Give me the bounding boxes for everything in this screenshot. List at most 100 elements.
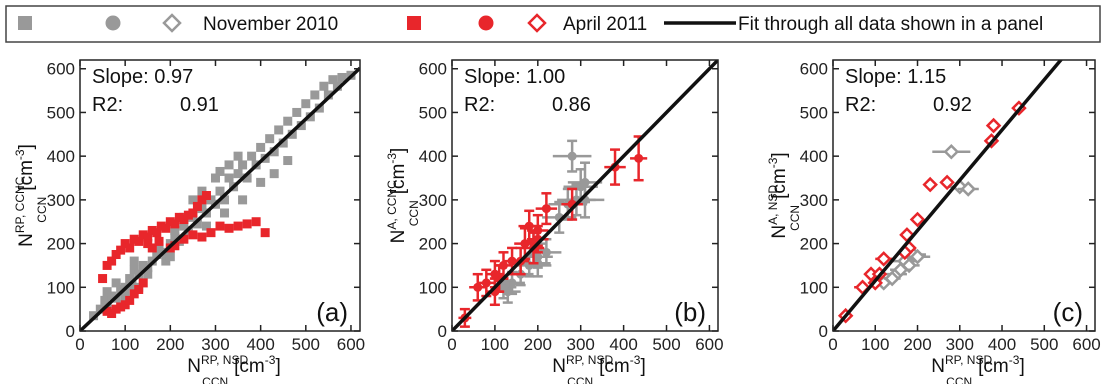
data-point: [134, 284, 144, 294]
x-tick-label: 400: [246, 335, 274, 354]
data-point: [111, 304, 121, 314]
data-point: [143, 239, 153, 249]
data-point: [111, 278, 121, 288]
data-point: [152, 228, 162, 238]
data-point: [154, 236, 164, 246]
r2-value: 0.91: [180, 94, 219, 116]
legend-nov-square-marker: [18, 16, 32, 30]
x-axis-label-main: N: [187, 356, 201, 377]
data-point: [233, 169, 243, 179]
data-point: [242, 219, 252, 229]
data-point: [174, 212, 184, 222]
y-tick-label: 500: [419, 103, 447, 122]
r2-value: 0.86: [552, 94, 591, 116]
data-point: [251, 217, 261, 227]
data-point: [102, 260, 112, 270]
plot-area: [80, 66, 360, 331]
data-point: [283, 116, 293, 126]
data-point: [524, 221, 534, 231]
y-axis-label-unit-sup: -3: [766, 157, 780, 168]
x-tick-label: 300: [946, 335, 974, 354]
slope-label: Slope: 1.00: [464, 66, 565, 88]
data-point: [319, 81, 329, 91]
legend-nov-diamond-marker: [162, 13, 182, 33]
data-point: [147, 225, 157, 235]
plot-area: [452, 60, 718, 331]
data-point: [192, 219, 202, 229]
data-point: [960, 181, 976, 197]
data-point: [220, 195, 230, 205]
r2-label: R2:: [845, 94, 876, 116]
y-tick-label: 200: [419, 235, 447, 254]
data-point: [310, 90, 320, 100]
data-point: [95, 304, 105, 314]
x-axis-label: NRP, NSD CCN [cm-3]: [931, 353, 1024, 384]
data-point: [179, 234, 189, 244]
y-tick-label: 500: [800, 103, 828, 122]
x-axis-label-sub: CCN: [202, 375, 228, 384]
x-tick-label: 500: [1030, 335, 1058, 354]
data-point: [116, 284, 126, 294]
data-point: [102, 287, 112, 297]
y-tick-label: 100: [47, 278, 75, 297]
data-point: [107, 291, 117, 301]
data-point: [233, 221, 243, 231]
data-point: [909, 248, 926, 265]
data-point: [634, 153, 644, 163]
panel-1: 0 100 200 300 400 500 600 0 100 200 300 400 500 600 Sl…: [385, 59, 724, 384]
data-point: [498, 260, 508, 270]
y-tick-label: 400: [800, 147, 828, 166]
data-point: [909, 211, 926, 228]
data-point: [238, 160, 248, 170]
data-point: [165, 217, 175, 227]
data-point: [283, 156, 293, 166]
y-axis-label-sub: CCN: [788, 205, 802, 231]
x-axis-label-unit-end: ]: [640, 356, 645, 377]
x-tick-label: 0: [447, 335, 456, 354]
data-point: [224, 223, 234, 233]
x-tick-label: 300: [567, 335, 595, 354]
data-point: [170, 225, 180, 235]
x-axis-label: NRP, NSD CCN [cm-3]: [187, 353, 280, 384]
data-point: [206, 195, 216, 205]
data-point: [188, 208, 198, 218]
data-point: [323, 90, 333, 100]
panel-label: (c): [1053, 297, 1083, 327]
x-axis-label-unit-sup: -3: [630, 353, 641, 367]
data-point: [328, 75, 338, 85]
y-tick-label: 600: [800, 60, 828, 79]
plot-area: [833, 60, 1064, 331]
data-point: [206, 228, 216, 238]
data-point: [107, 256, 117, 266]
legend-fit-label: Fit through all data shown in a panel: [738, 14, 1043, 35]
y-tick-label: 300: [47, 191, 75, 210]
y-axis-label-sup: A, NSD: [766, 185, 780, 225]
data-point: [197, 204, 207, 214]
x-axis-label-sup: RP, NSD: [945, 353, 992, 367]
x-axis-label-unit-end: ]: [1019, 356, 1024, 377]
y-tick-label: 300: [800, 191, 828, 210]
r2-value: 0.92: [933, 94, 972, 116]
slope-label: Slope: 1.15: [845, 66, 946, 88]
r2-label: R2:: [92, 94, 123, 116]
fit-line: [833, 60, 1064, 331]
y-tick-label: 100: [800, 278, 828, 297]
y-axis-label-main: N: [388, 230, 409, 244]
y-tick-label: 100: [419, 278, 447, 297]
data-point: [170, 232, 180, 242]
legend: November 2010 April 2011 Fit through all…: [5, 5, 1101, 43]
data-point: [875, 251, 892, 267]
x-tick-label: 200: [156, 335, 184, 354]
data-point: [247, 151, 257, 161]
data-point: [201, 191, 211, 200]
data-point: [188, 195, 198, 205]
x-tick-label: 100: [861, 335, 889, 354]
panels: 0 100 200 300 400 500 600 0 100 200 300 400 500 600 Sl…: [13, 59, 1101, 384]
data-point: [580, 177, 590, 187]
y-axis-label-main: N: [16, 233, 37, 247]
legend-apr-circle-marker: [478, 15, 494, 31]
data-point: [238, 195, 248, 205]
data-point: [256, 142, 266, 152]
data-point: [174, 236, 184, 246]
